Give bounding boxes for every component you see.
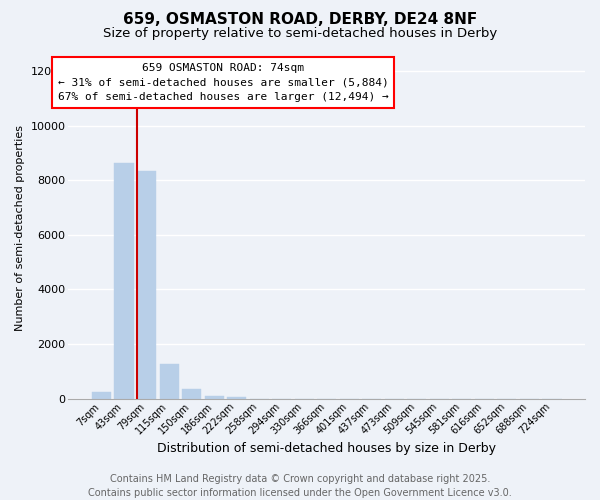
Bar — [92, 392, 111, 398]
Text: 659 OSMASTON ROAD: 74sqm
← 31% of semi-detached houses are smaller (5,884)
67% o: 659 OSMASTON ROAD: 74sqm ← 31% of semi-d… — [58, 62, 389, 102]
Text: Size of property relative to semi-detached houses in Derby: Size of property relative to semi-detach… — [103, 28, 497, 40]
X-axis label: Distribution of semi-detached houses by size in Derby: Distribution of semi-detached houses by … — [157, 442, 496, 455]
Bar — [227, 397, 246, 398]
Bar — [160, 364, 179, 398]
Bar — [115, 164, 134, 398]
Y-axis label: Number of semi-detached properties: Number of semi-detached properties — [15, 125, 25, 331]
Text: 659, OSMASTON ROAD, DERBY, DE24 8NF: 659, OSMASTON ROAD, DERBY, DE24 8NF — [123, 12, 477, 28]
Bar — [205, 396, 224, 398]
Text: Contains HM Land Registry data © Crown copyright and database right 2025.
Contai: Contains HM Land Registry data © Crown c… — [88, 474, 512, 498]
Bar — [182, 388, 201, 398]
Bar — [137, 172, 156, 398]
